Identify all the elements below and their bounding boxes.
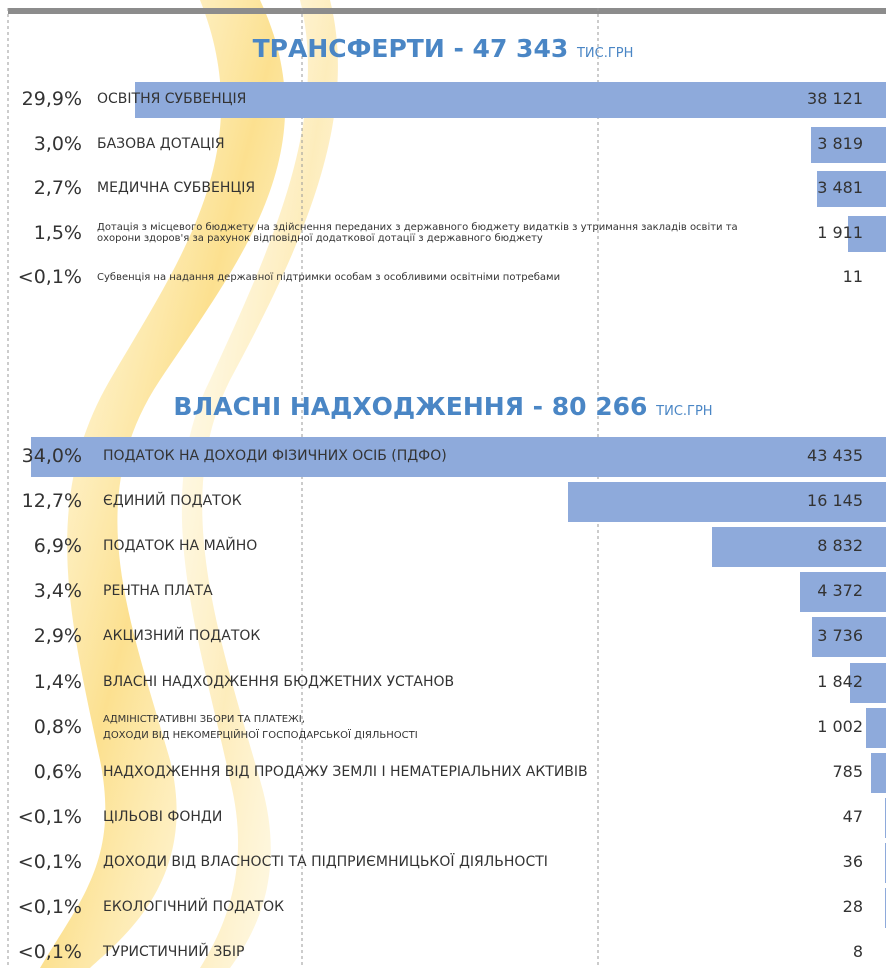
value-label: 1 911 xyxy=(743,225,863,241)
value-label: 28 xyxy=(743,899,863,915)
value-label: 8 832 xyxy=(743,538,863,554)
category-label: Субвенція на надання державної підтримки… xyxy=(97,272,777,284)
category-label: ЄДИНИЙ ПОДАТОК xyxy=(103,493,242,511)
share-label: 3,0% xyxy=(0,135,82,154)
category-label: ВЛАСНІ НАДХОДЖЕННЯ БЮДЖЕТНИХ УСТАНОВ xyxy=(103,674,454,692)
value-label: 43 435 xyxy=(743,448,863,464)
category-label: БАЗОВА ДОТАЦІЯ xyxy=(97,136,225,154)
value-label: 3 481 xyxy=(743,180,863,196)
category-label: ЦІЛЬОВІ ФОНДИ xyxy=(103,809,222,827)
value-label: 785 xyxy=(743,764,863,780)
share-label: <0,1% xyxy=(0,268,82,287)
share-label: 34,0% xyxy=(0,447,82,466)
share-label: <0,1% xyxy=(0,943,82,962)
unit: ТИС.ГРН xyxy=(577,46,633,61)
value-label: 3 736 xyxy=(743,628,863,644)
unit: ТИС.ГРН xyxy=(656,404,712,419)
value-label: 47 xyxy=(743,809,863,825)
chart-title: ТРАНСФЕРТИ - 47 343 ТИС.ГРН xyxy=(0,34,886,63)
category-label: РЕНТНА ПЛАТА xyxy=(103,583,213,601)
share-label: 2,9% xyxy=(0,627,82,646)
top-rule xyxy=(8,8,886,14)
category-label: МЕДИЧНА СУБВЕНЦІЯ xyxy=(97,180,255,198)
category-label: ОСВІТНЯ СУБВЕНЦІЯ xyxy=(97,91,246,109)
share-label: 1,5% xyxy=(0,224,82,243)
category-label: ЕКОЛОГІЧНИЙ ПОДАТОК xyxy=(103,899,284,917)
share-label: 2,7% xyxy=(0,179,82,198)
share-label: 0,8% xyxy=(0,718,82,737)
bar xyxy=(866,708,886,748)
chart-title: ВЛАСНІ НАДХОДЖЕННЯ - 80 266 ТИС.ГРН xyxy=(0,392,886,421)
value-label: 1 002 xyxy=(743,719,863,735)
category-label: ДОХОДИ ВІД ВЛАСНОСТІ ТА ПІДПРИЄМНИЦЬКОЇ … xyxy=(103,854,548,872)
title-text: ТРАНСФЕРТИ - 47 343 xyxy=(253,34,569,63)
value-label: 11 xyxy=(743,269,863,285)
share-label: <0,1% xyxy=(0,808,82,827)
share-label: 12,7% xyxy=(0,492,82,511)
category-label: АКЦИЗНИЙ ПОДАТОК xyxy=(103,628,260,646)
share-label: 3,4% xyxy=(0,582,82,601)
value-label: 16 145 xyxy=(743,493,863,509)
value-label: 36 xyxy=(743,854,863,870)
share-label: 1,4% xyxy=(0,673,82,692)
category-label: Дотація з місцевого бюджету на здійсненн… xyxy=(97,222,777,245)
share-label: <0,1% xyxy=(0,898,82,917)
value-label: 8 xyxy=(743,944,863,960)
category-label: АДМІНІСТРАТИВНІ ЗБОРИ ТА ПЛАТЕЖІ, ДОХОДИ… xyxy=(103,712,418,744)
value-label: 38 121 xyxy=(743,91,863,107)
value-label: 4 372 xyxy=(743,583,863,599)
category-label: ТУРИСТИЧНИЙ ЗБІР xyxy=(103,944,244,962)
share-label: 6,9% xyxy=(0,537,82,556)
category-label: ПОДАТОК НА МАЙНО xyxy=(103,538,257,556)
category-label: НАДХОДЖЕННЯ ВІД ПРОДАЖУ ЗЕМЛІ І НЕМАТЕРІ… xyxy=(103,764,588,782)
title-text: ВЛАСНІ НАДХОДЖЕННЯ - 80 266 xyxy=(173,392,647,421)
share-label: 0,6% xyxy=(0,763,82,782)
category-label: ПОДАТОК НА ДОХОДИ ФІЗИЧНИХ ОСІБ (ПДФО) xyxy=(103,448,447,466)
value-label: 1 842 xyxy=(743,674,863,690)
bar xyxy=(871,753,886,793)
share-label: 29,9% xyxy=(0,90,82,109)
share-label: <0,1% xyxy=(0,853,82,872)
value-label: 3 819 xyxy=(743,136,863,152)
